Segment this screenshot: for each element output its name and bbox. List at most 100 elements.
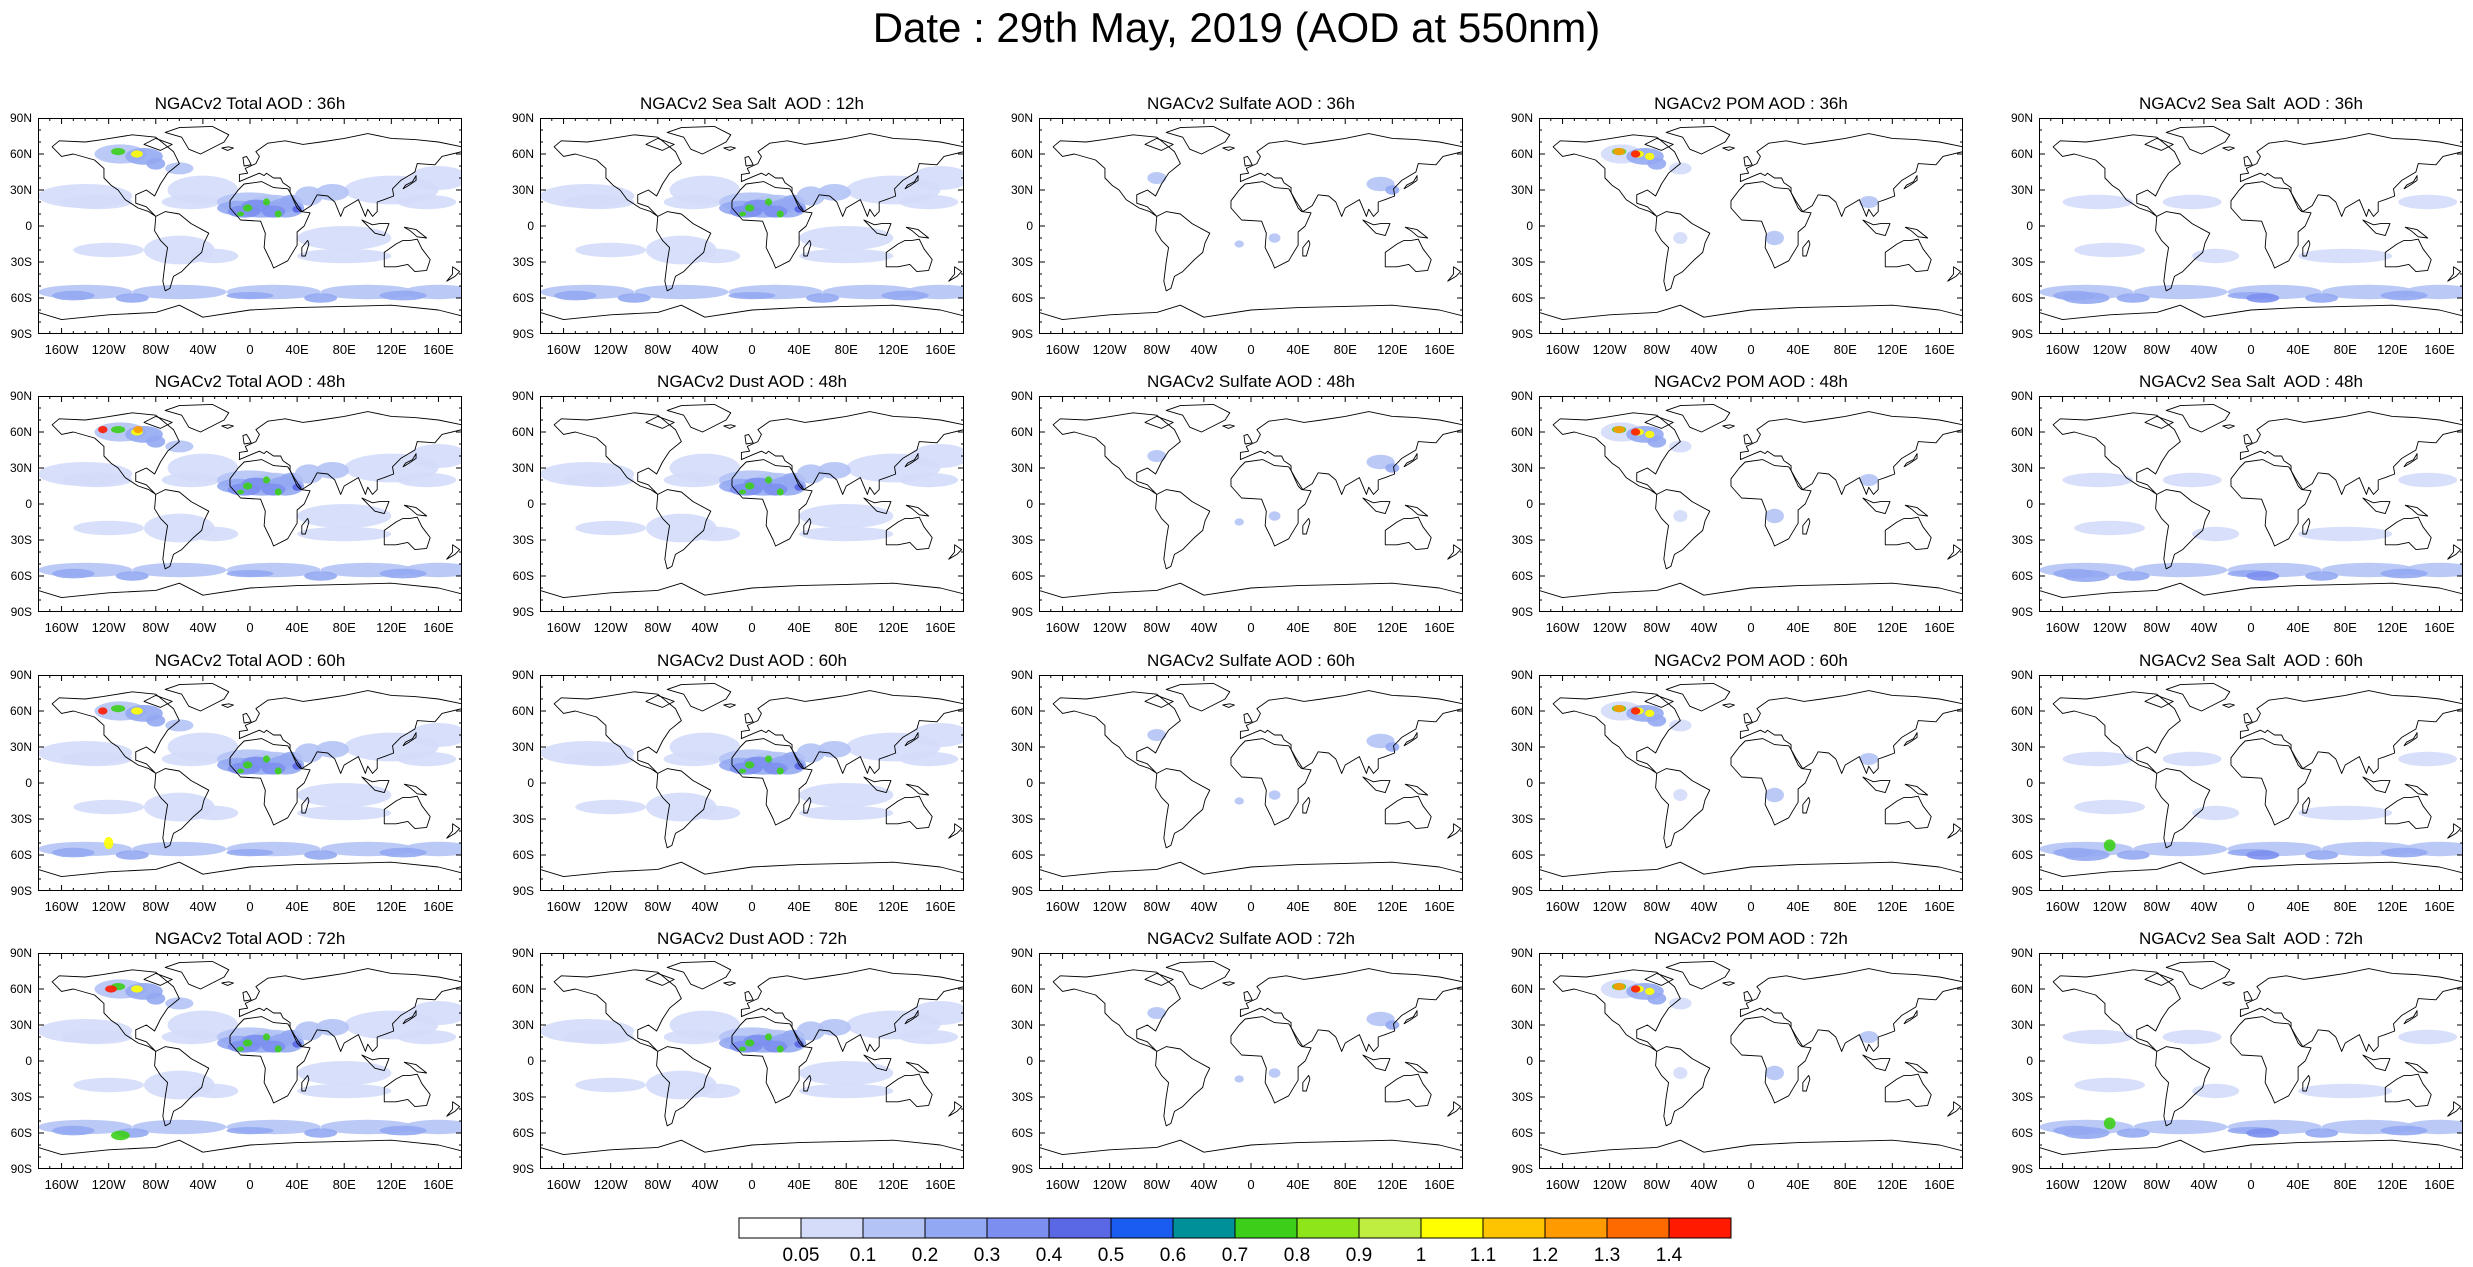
latitude-label: 60S [512, 848, 534, 862]
coastline-japan [904, 175, 919, 190]
longitude-label: 80E [1333, 620, 1357, 635]
coastline-africa [1730, 1016, 1812, 1104]
aod-patch [617, 293, 651, 303]
aod-patch [115, 293, 149, 303]
aod-patch [409, 723, 462, 747]
aod-patch [764, 198, 773, 206]
aod-patch [274, 767, 282, 775]
aod-patch [2062, 570, 2110, 582]
coastline-newguinea [1904, 1061, 1929, 1074]
coastline-nz [446, 1101, 461, 1117]
latitude-label: 30S [512, 255, 534, 269]
aod-patch [1630, 985, 1641, 993]
longitude-label: 120E [878, 899, 909, 914]
latitude-label: 60S [512, 1126, 534, 1140]
coastline-indonesia [1862, 219, 1891, 237]
latitude-label: 90S [2011, 884, 2033, 898]
coastline-nz [1447, 823, 1462, 839]
aod-patch [52, 1125, 95, 1136]
latitude-label: 60S [10, 291, 32, 305]
coastline-madagascar [1802, 796, 1811, 814]
coastline-madagascar [1302, 239, 1311, 257]
latitude-label: 60N [2010, 982, 2033, 996]
aod-patch [191, 526, 239, 542]
aod-patch [1234, 797, 1244, 805]
aod-patch [799, 504, 894, 528]
aod-patch [663, 472, 723, 488]
latitude-label: 90S [512, 327, 534, 341]
aod-patch [2062, 1127, 2110, 1139]
aod-patch [237, 768, 245, 774]
longitude-label: 160W [1545, 620, 1580, 635]
coastline-antarctica [1539, 861, 1963, 891]
longitude-label: 120W [1092, 899, 1127, 914]
longitude-label: 120E [1377, 899, 1408, 914]
aod-patch [315, 741, 349, 758]
coastline-newguinea [1904, 504, 1929, 517]
longitude-label: 40W [691, 342, 719, 357]
colorbar-swatch [1296, 1217, 1360, 1239]
coastline-newguinea [403, 504, 428, 517]
aod-patch [796, 1021, 826, 1041]
longitude-label: 0 [1247, 1177, 1255, 1192]
coastline-madagascar [803, 239, 812, 257]
aod-field [540, 444, 964, 543]
latitude-label: 90N [2010, 668, 2033, 682]
aod-field [2039, 1029, 2463, 1139]
coastline-baffin [1144, 972, 1174, 986]
aod-patch [563, 472, 635, 488]
latitude-label: 60S [512, 291, 534, 305]
map-background [540, 953, 964, 1169]
aod-patch [132, 284, 227, 300]
aod-patch [261, 762, 286, 775]
latitude-label: 0 [2026, 1054, 2033, 1068]
longitude-label: 160W [1045, 620, 1080, 635]
latitude-label: 90S [512, 884, 534, 898]
coastline-nz [2447, 544, 2462, 560]
latitude-label: 30N [1010, 1018, 1033, 1032]
coastline-iceland [1722, 424, 1735, 429]
latitude-label: 30S [1011, 255, 1033, 269]
aod-patch [911, 723, 964, 747]
coastline-antarctica [38, 304, 462, 334]
aod-patch [2062, 292, 2110, 304]
longitude-label: 160E [423, 620, 454, 635]
longitude-label: 160E [423, 342, 454, 357]
longitude-label: 120E [1877, 1177, 1908, 1192]
latitude-label: 60N [1010, 425, 1033, 439]
aod-patch [304, 1128, 338, 1138]
aod-patch [1647, 435, 1667, 448]
aod-patch [297, 504, 392, 528]
coastline-baffin [143, 137, 173, 151]
longitude-label: 40W [1190, 1177, 1218, 1192]
colorbar-label: 0.8 [1283, 1245, 1311, 1266]
coastline-eurasia [1239, 133, 1463, 217]
longitude-label: 120W [593, 620, 628, 635]
aod-map-sulfate [1039, 675, 1463, 891]
longitude-label: 40W [1190, 342, 1218, 357]
latitude-label: 30S [10, 533, 32, 547]
latitude-label: 90S [10, 605, 32, 619]
longitude-label: 80W [1643, 899, 1671, 914]
aod-patch [2116, 1128, 2150, 1138]
latitude-label: 0 [1526, 219, 1533, 233]
aod-patch [115, 571, 149, 581]
colorbar-swatch [800, 1217, 864, 1239]
coastline-africa [731, 1016, 813, 1104]
latitude-label: 30N [9, 461, 32, 475]
aod-patch [817, 184, 851, 201]
aod-patch [237, 211, 245, 217]
aod-patch [744, 761, 755, 769]
aod-patch [1669, 440, 1692, 453]
aod-patch [2398, 194, 2458, 210]
longitude-label: 120E [2377, 1177, 2408, 1192]
longitude-label: 120W [2092, 1177, 2127, 1192]
longitude-label: 160E [2424, 1177, 2455, 1192]
colorbar-swatch [1482, 1217, 1546, 1239]
longitude-label: 40E [1786, 899, 1810, 914]
coastline-namerica [51, 969, 180, 1052]
coastline-newguinea [905, 504, 930, 517]
coastline-baffin [1144, 694, 1174, 708]
aod-patch [61, 751, 133, 767]
coastline-greenland [164, 125, 230, 155]
